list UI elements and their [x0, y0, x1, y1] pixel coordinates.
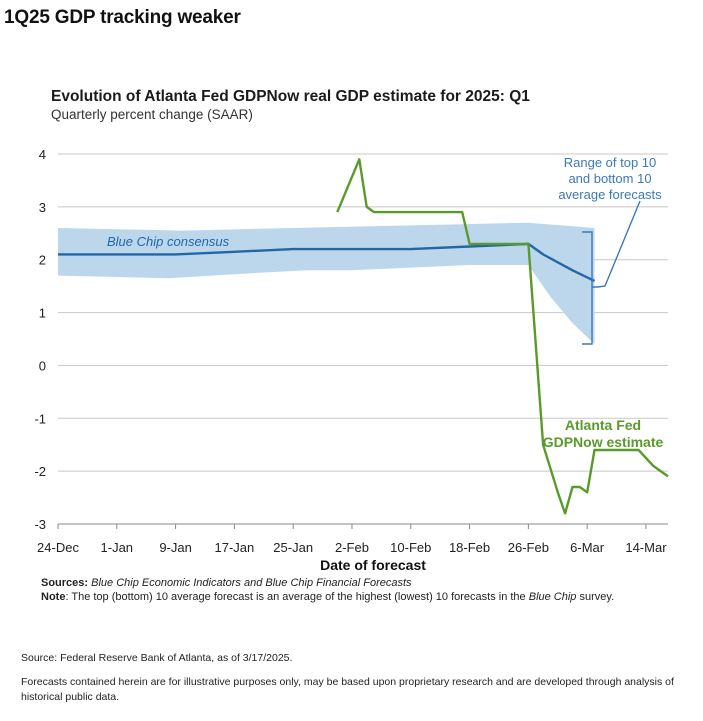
consensus-line	[58, 242, 596, 282]
x-tick-label: 6-Mar	[570, 540, 605, 555]
gdpnow-label: Atlanta Fed GDPNow estimate	[543, 417, 664, 450]
x-tick-label: 2-Feb	[335, 540, 369, 555]
range-bracket	[582, 231, 593, 345]
y-tick-label: -3	[34, 517, 46, 532]
x-tick-label: 1-Jan	[101, 540, 134, 555]
x-tick-label: 24-Dec	[37, 540, 79, 555]
x-axis-label: Date of forecast	[320, 557, 426, 573]
x-tick-label: 18-Feb	[449, 540, 490, 555]
sources-label: Sources:	[41, 577, 89, 589]
y-tick-label: -2	[34, 464, 46, 479]
annotation-layer: Blue Chip consensus Range of top 10 and bo…	[107, 155, 664, 450]
note-line: Note: The top (bottom) 10 average foreca…	[41, 590, 661, 604]
grid-layer	[58, 153, 668, 525]
source-footer: Source: Federal Reserve Bank of Atlanta,…	[21, 652, 293, 664]
x-tick-label: 9-Jan	[159, 540, 192, 555]
chart-title: Evolution of Atlanta Fed GDPNow real GDP…	[51, 88, 530, 105]
gdp-chart: 4 3 2 1 0 -1 -2 -3 24-Dec 1-Jan 9-Jan 17-Jan 25-Jan 2…	[34, 147, 669, 573]
y-tick-label: 1	[39, 306, 46, 321]
sources-line: Sources: Blue Chip Economic Indicators a…	[41, 576, 661, 590]
y-tick-label: 4	[39, 147, 46, 162]
sources-block: Sources: Blue Chip Economic Indicators a…	[41, 576, 661, 604]
y-tick-label: 0	[39, 358, 46, 373]
chart-subtitle: Quarterly percent change (SAAR)	[51, 107, 253, 122]
note-text-1: : The top (bottom) 10 average forecast i…	[65, 591, 529, 603]
x-tick-label: 10-Feb	[390, 540, 431, 555]
note-label: Note	[41, 591, 66, 603]
x-tick-label: 26-Feb	[508, 540, 549, 555]
y-tick-label: 2	[39, 253, 46, 268]
consensus-label: Blue Chip consensus	[107, 234, 230, 249]
y-tick-label: -1	[34, 411, 46, 426]
y-tick-label: 3	[39, 200, 46, 215]
headline: 1Q25 GDP tracking weaker	[4, 7, 241, 28]
series-layer	[58, 158, 669, 515]
note-text-2: survey.	[576, 591, 615, 603]
range-connector	[592, 200, 641, 288]
gdpnow-line	[336, 158, 669, 515]
sources-text: Blue Chip Economic Indicators and Blue C…	[91, 577, 412, 589]
range-label: Range of top 10 and bottom 10 average fore…	[558, 155, 662, 202]
note-text-italic: Blue Chip	[528, 591, 577, 603]
x-tick-label: 17-Jan	[215, 540, 255, 555]
disclaimer: Forecasts contained herein are for illus…	[21, 676, 674, 703]
x-tick-label: 25-Jan	[273, 540, 313, 555]
x-tick-label: 14-Mar	[625, 540, 667, 555]
axes-layer: 4 3 2 1 0 -1 -2 -3 24-Dec 1-Jan 9-Jan 17-Jan 25-Jan 2…	[34, 147, 668, 573]
